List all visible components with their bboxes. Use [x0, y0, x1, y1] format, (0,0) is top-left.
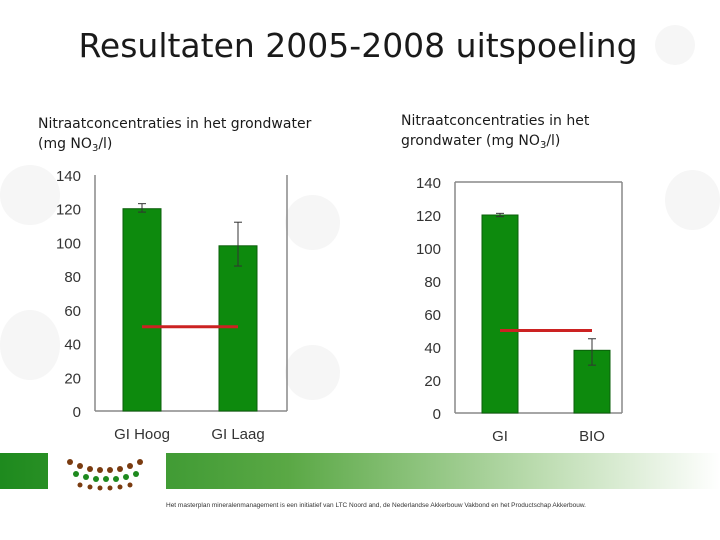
caption-subscript: 3 [91, 143, 99, 154]
y-tick-label: 80 [424, 274, 441, 291]
caption-line2-pre: grondwater (mg NO [401, 133, 540, 149]
footer-text: Het masterplan mineralenmanagement is ee… [166, 502, 586, 509]
chart-caption-left: Nitraatconcentraties in het grondwater (… [38, 114, 311, 159]
y-tick-label: 20 [424, 373, 441, 390]
x-tick-label: GI Laag [211, 426, 264, 443]
bar-chart-right: 0 20 40 60 80 100 120 140 GI BIO [416, 175, 623, 445]
decor-circle [655, 25, 695, 65]
y-tick-label: 0 [433, 406, 441, 423]
y-tick-label: 20 [64, 370, 81, 387]
y-tick-label: 100 [416, 241, 441, 258]
caption-line1: Nitraatconcentraties in het [401, 113, 590, 129]
decor-circle [0, 165, 60, 225]
y-tick-label: 140 [56, 168, 81, 185]
y-tick-label: 60 [424, 307, 441, 324]
caption-line2-post: /l) [98, 136, 113, 152]
chart-caption-right: Nitraatconcentraties in het grondwater (… [401, 111, 589, 156]
y-tick-label: 140 [416, 175, 441, 192]
y-tick-label: 40 [64, 337, 81, 354]
y-tick-label: 80 [64, 269, 81, 286]
decor-circle [285, 345, 340, 400]
logo-dots-icon [67, 459, 143, 491]
caption-line2-post: /l) [546, 133, 561, 149]
caption-line2-pre: (mg NO [38, 136, 92, 152]
x-tick-label: GI [492, 428, 508, 445]
caption-line1: Nitraatconcentraties in het grondwater [38, 116, 312, 132]
page-title: Resultaten 2005-2008 uitspoeling [78, 26, 638, 65]
x-tick-label: BIO [579, 428, 605, 445]
y-tick-label: 120 [56, 202, 81, 219]
y-tick-label: 40 [424, 340, 441, 357]
x-tick-label: GI Hoog [114, 426, 170, 443]
bar-chart-left: 0 20 40 60 80 100 120 140 GI Hoog GI Laag [56, 168, 288, 443]
bar [218, 245, 258, 412]
decor-circle [285, 195, 340, 250]
decor-circle [665, 170, 720, 230]
y-tick-label: 60 [64, 303, 81, 320]
decor-circle [0, 310, 60, 380]
logo [48, 448, 166, 493]
y-tick-label: 0 [73, 404, 81, 421]
caption-subscript: 3 [539, 140, 547, 151]
y-tick-label: 120 [416, 208, 441, 225]
bar [122, 208, 162, 412]
bar [481, 214, 519, 414]
y-tick-label: 100 [56, 235, 81, 252]
